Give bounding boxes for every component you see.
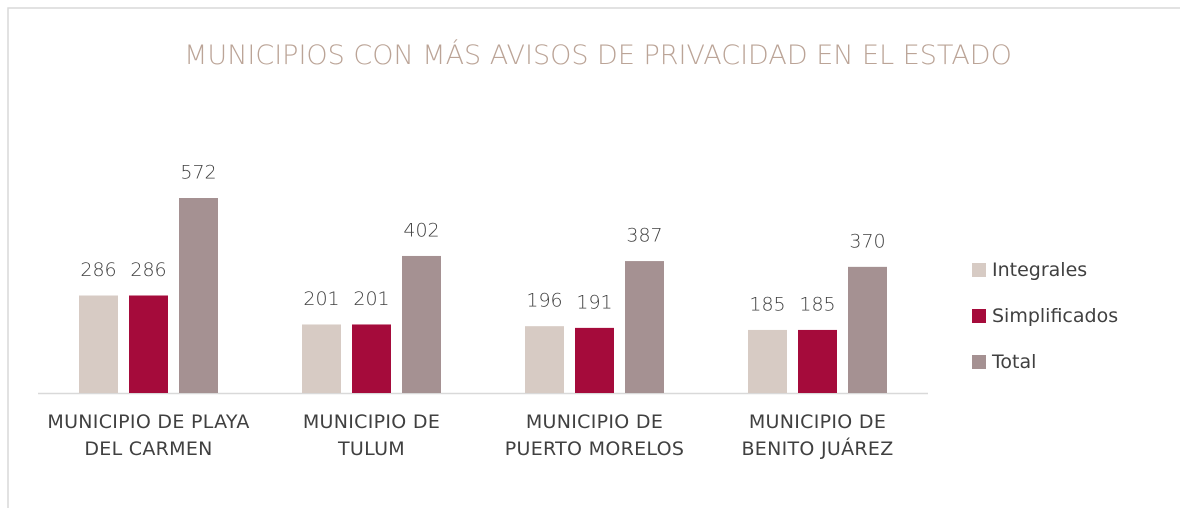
legend-label: Total	[992, 351, 1037, 373]
legend-swatch	[972, 355, 986, 369]
bar	[129, 295, 168, 393]
bar	[179, 198, 218, 393]
x-tick-label: MUNICIPIO DE TULUM	[302, 411, 441, 460]
bar	[525, 326, 564, 393]
legend-entry: Integrales	[972, 259, 1087, 281]
data-label: 370	[849, 230, 885, 252]
bar	[352, 324, 391, 393]
data-label: 402	[403, 219, 439, 241]
data-label: 286	[80, 259, 116, 281]
legend-swatch	[972, 309, 986, 323]
x-tick-label: MUNICIPIO DE PLAYA DEL CARMEN	[47, 411, 250, 460]
legend-entry: Simplificados	[972, 305, 1118, 327]
legend-entry: Total	[972, 351, 1036, 373]
legend-label: Integrales	[992, 259, 1088, 281]
bar	[625, 261, 664, 393]
x-tick-label: MUNICIPIO DE PUERTO MORELOS	[504, 411, 685, 460]
data-label: 201	[303, 288, 339, 310]
data-label: 196	[526, 290, 562, 312]
legend-label: Simplificados	[992, 305, 1119, 327]
bar	[748, 329, 787, 393]
data-label: 185	[749, 293, 785, 315]
data-label: 387	[626, 225, 662, 247]
data-label: 185	[799, 293, 835, 315]
bar	[848, 266, 887, 393]
bar	[575, 327, 614, 393]
bar	[79, 295, 118, 393]
bar	[302, 324, 341, 393]
data-label: 191	[576, 291, 612, 313]
chart-border	[7, 7, 1180, 508]
data-label: 201	[353, 288, 389, 310]
data-label: 286	[130, 259, 166, 281]
bar	[402, 255, 441, 393]
legend-swatch	[972, 263, 986, 277]
chart-title: MUNICIPIOS CON MÁS AVISOS DE PRIVACIDAD …	[184, 40, 1012, 71]
data-label: 572	[180, 162, 216, 184]
bar	[798, 329, 837, 393]
x-tick-label: MUNICIPIO DE BENITO JUÁREZ	[741, 411, 894, 460]
